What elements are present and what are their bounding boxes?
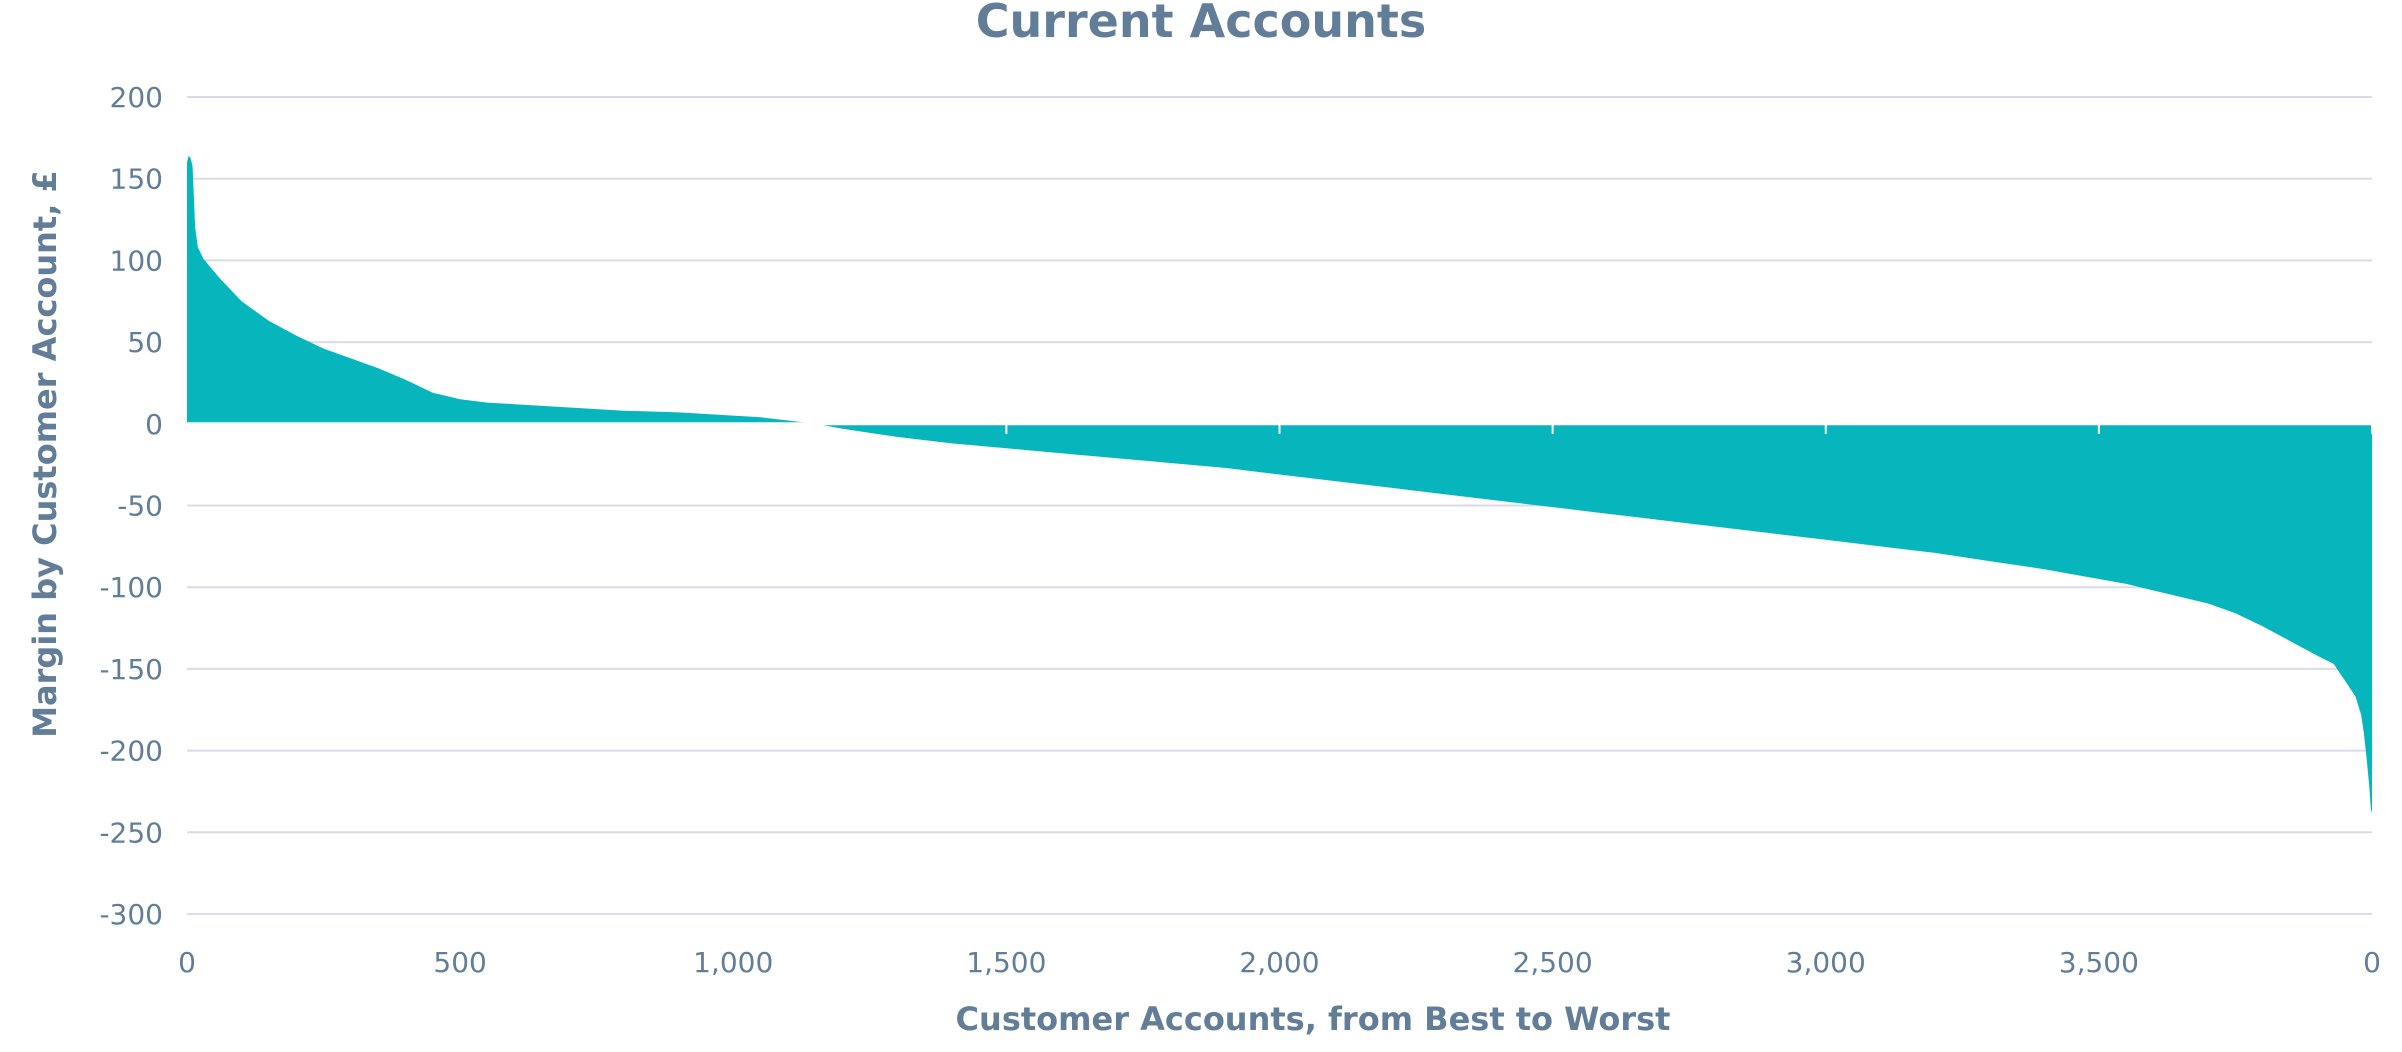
y-tick-label: -250 <box>99 816 163 849</box>
y-tick-label: 50 <box>127 326 163 359</box>
chart-title: Current Accounts <box>976 0 1426 48</box>
x-tick-label: 0 <box>2363 946 2381 979</box>
x-tick-label: 1,000 <box>693 946 773 979</box>
x-tick-label: 3,000 <box>1786 946 1866 979</box>
x-tick-label: 500 <box>433 946 486 979</box>
y-tick-label: 100 <box>110 244 163 277</box>
x-tick-label: 2,000 <box>1239 946 1319 979</box>
y-tick-label: 0 <box>145 408 163 441</box>
y-tick-label: 200 <box>110 81 163 114</box>
y-tick-label: -200 <box>99 735 163 768</box>
x-tick-label: 1,500 <box>966 946 1046 979</box>
x-axis-title: Customer Accounts, from Best to Worst <box>956 1000 1671 1038</box>
y-tick-label: -150 <box>99 653 163 686</box>
x-tick-label: 3,500 <box>2059 946 2139 979</box>
y-axis-title: Margin by Customer Account, £ <box>26 170 64 738</box>
x-axis-tick-labels: 0 500 1,000 1,500 2,000 2,500 3,000 3,500 0 <box>178 946 2381 979</box>
y-tick-label: 150 <box>110 163 163 196</box>
x-tick-label: 0 <box>178 946 196 979</box>
gridlines <box>187 96 2372 915</box>
y-axis-tick-labels: 200 150 100 50 0 -50 -100 -150 -200 -250 -300 <box>99 81 163 931</box>
y-tick-label: -50 <box>117 490 163 523</box>
y-tick-label: -300 <box>99 898 163 931</box>
x-tick-label: 2,500 <box>1513 946 1593 979</box>
area-series-margin <box>187 155 2372 813</box>
zero-axis <box>183 422 2376 434</box>
y-tick-label: -100 <box>99 571 163 604</box>
